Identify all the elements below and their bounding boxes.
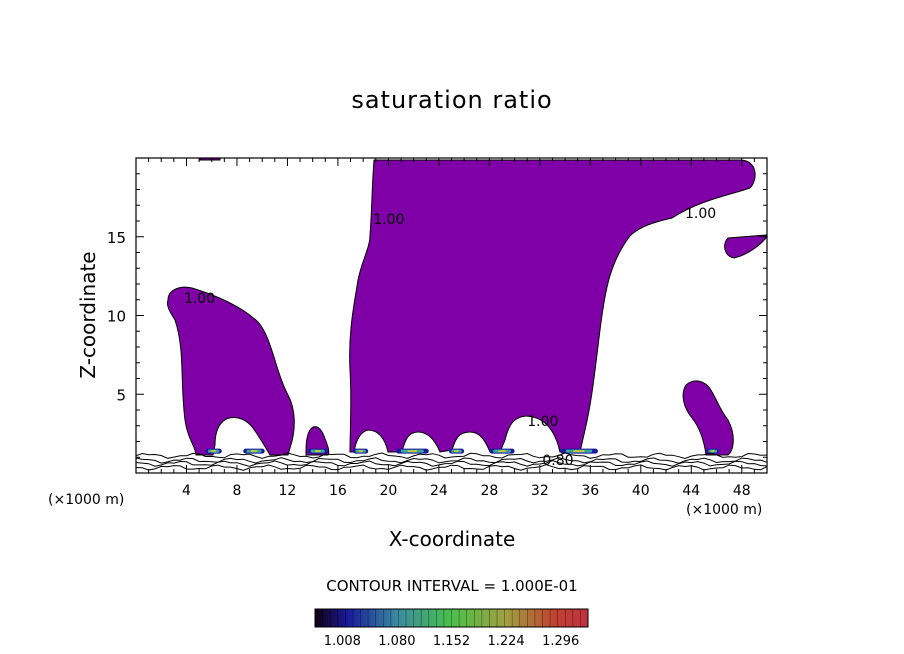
streak-core: [498, 450, 506, 453]
x-tick-label: 28: [480, 483, 498, 499]
streak-core: [710, 450, 715, 453]
y-ticks: [136, 173, 767, 458]
surface-contour-line: [135, 464, 768, 471]
y-tick-labels: 5 10 15: [107, 229, 126, 405]
streak-core: [250, 450, 258, 453]
region-right-small-cloud: [682, 380, 734, 456]
contour-label: 1.00: [527, 414, 558, 430]
colorbar-tick-label: 1.296: [542, 634, 580, 649]
streak-core: [573, 450, 585, 453]
contour-label: 1.00: [685, 206, 716, 222]
x-tick-label: 48: [733, 483, 751, 499]
y-tick-label: 5: [116, 386, 126, 404]
surface-contour-line: [135, 452, 768, 460]
x-tick-label: 36: [581, 483, 599, 499]
region-left-cloud: [167, 286, 295, 456]
x-tick-label: 12: [279, 483, 297, 499]
streak-core: [211, 450, 217, 453]
y-tick-label: 15: [107, 229, 126, 247]
contour-label: 1.00: [373, 212, 404, 228]
x-tick-label: 4: [182, 483, 191, 499]
x-axis-label: X-coordinate: [388, 527, 516, 551]
colorbar-ticks: [322, 609, 581, 627]
x-tick-labels: 4 8 12 16 20 24 28 32 36 40 44 48: [182, 483, 751, 499]
streak-core: [454, 450, 459, 453]
y-axis-label: Z-coordinate: [76, 251, 100, 379]
supersaturated-regions: [167, 157, 767, 456]
surface-contour-line: [135, 457, 768, 464]
contour-label: 0.80: [542, 453, 573, 469]
x-tick-label: 40: [632, 483, 650, 499]
streak-core: [407, 450, 418, 453]
contour-labels: 1.00 1.00 1.00 1.00 0.80: [184, 206, 716, 469]
contour-label: 1.00: [184, 291, 215, 307]
surface-contour-line: [135, 460, 768, 467]
high-saturation-streaks: [205, 448, 720, 454]
x-tick-label: 24: [430, 483, 448, 499]
x-tick-label: 8: [232, 483, 241, 499]
x-tick-label: 32: [531, 483, 549, 499]
colorbar-tick-label: 1.224: [487, 634, 525, 649]
x-tick-label: 16: [329, 483, 347, 499]
x-ticks: [148, 158, 755, 473]
chart-title: saturation ratio: [351, 86, 553, 114]
contour-interval-label: CONTOUR INTERVAL = 1.000E-01: [326, 577, 578, 595]
x-tick-label: 20: [379, 483, 397, 499]
colorbar-tick-label: 1.152: [432, 634, 471, 649]
surface-contour-lines: [135, 452, 768, 471]
region-right-top-patch: [724, 234, 767, 259]
x-unit-label-right: (×1000 m): [686, 502, 763, 518]
region-central-cloud: [349, 159, 756, 453]
x-unit-label-left: (×1000 m): [48, 492, 125, 508]
colorbar-tick-label: 1.080: [378, 634, 416, 649]
x-tick-label: 44: [682, 483, 700, 499]
region-small-blob-14: [305, 426, 330, 456]
colorbar-tick-label: 1.008: [323, 634, 361, 649]
y-tick-label: 10: [107, 308, 126, 326]
streak-core: [358, 450, 363, 453]
streak-core: [314, 450, 321, 453]
